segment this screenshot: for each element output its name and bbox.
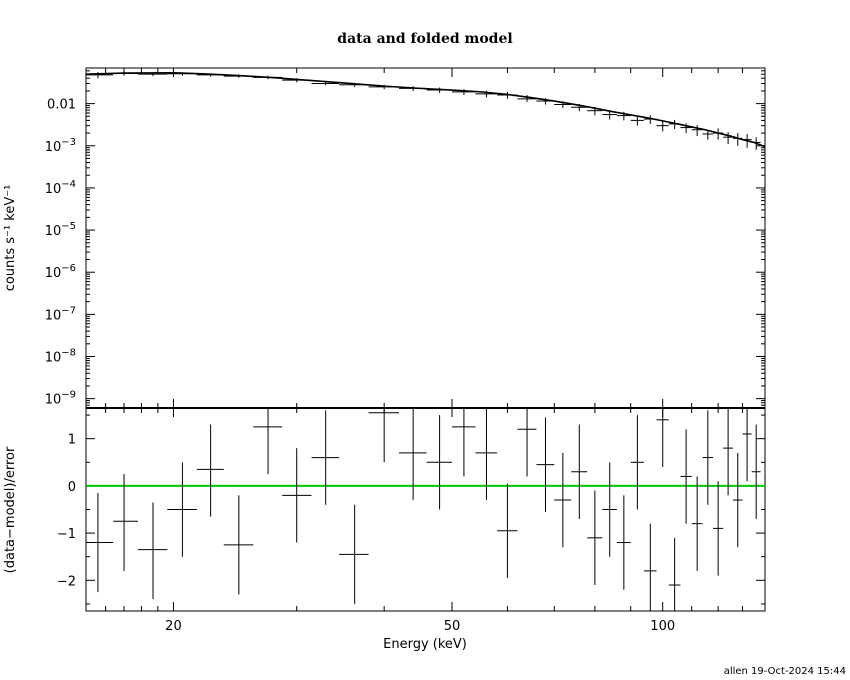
x-axis-label: Energy (keV) <box>383 637 467 652</box>
residuals-panel: −2 −1 0 1 20 50 100 <box>57 407 766 634</box>
residual-point <box>517 408 537 477</box>
residual-point <box>426 415 453 510</box>
residual-point <box>587 490 603 586</box>
spectrum-data-point <box>680 123 692 134</box>
residual-point <box>668 537 681 611</box>
x-tick-label: 20 <box>165 619 182 634</box>
spectrum-frame <box>85 67 766 409</box>
residual-point <box>138 502 168 600</box>
spectrum-data-point <box>702 129 714 140</box>
spectrum-data-point <box>452 89 476 96</box>
spectrum-data-point <box>167 72 197 76</box>
spectrum-data-point <box>113 71 139 76</box>
residual-point <box>282 448 312 543</box>
spectrum-data-point <box>668 119 681 129</box>
residual-point <box>368 408 399 463</box>
spectrum-data-point <box>751 137 761 150</box>
y-tick-label: 10−4 <box>45 179 76 197</box>
spectrum-data-point <box>691 125 703 137</box>
residual-point <box>656 408 669 468</box>
spectrum-data-point <box>554 101 572 109</box>
spectrum-data-point <box>426 87 453 93</box>
spectrum-data-point <box>339 82 369 87</box>
residual-point <box>554 452 572 548</box>
spectrum-data-point <box>732 133 743 146</box>
residual-point <box>223 495 254 595</box>
residual-point <box>602 462 617 557</box>
spectrum-data-point <box>138 72 168 77</box>
y-tick-label: 0.01 <box>47 98 76 113</box>
folded-model-curve <box>85 71 766 148</box>
spectrum-data-point <box>196 73 224 77</box>
residual-point <box>713 481 724 576</box>
residual-point <box>497 483 518 578</box>
y-tick-label: 10−5 <box>45 221 76 239</box>
residual-point <box>751 424 761 519</box>
residual-point <box>86 492 114 593</box>
residual-point <box>311 410 340 505</box>
spectrum-data-point <box>398 86 427 91</box>
residual-point <box>732 452 743 548</box>
residual-point <box>680 429 692 524</box>
y-tick-label: −2 <box>57 574 76 589</box>
spectrum-data-point <box>656 121 669 132</box>
spectrum-data-point <box>517 95 537 102</box>
spectrum-data-point <box>723 132 733 145</box>
residual-point <box>723 408 733 496</box>
x-tick-label: 100 <box>650 619 675 634</box>
spectrum-data-point <box>643 115 657 124</box>
y-tick-label: 10−9 <box>45 390 76 408</box>
residual-point <box>691 476 703 571</box>
y-tick-label: 10−8 <box>45 348 76 366</box>
residual-point <box>339 504 369 604</box>
spectrum-data-point <box>713 128 724 140</box>
residual-point <box>398 408 427 501</box>
spectrum-data-point <box>253 75 283 80</box>
spectrum-data-point <box>587 107 603 116</box>
residual-point <box>630 415 644 510</box>
y-tick-label: 10−3 <box>45 137 76 155</box>
bottom-y-axis-label: (data−model)/error <box>3 446 18 573</box>
top-y-axis-label: counts s⁻¹ keV⁻¹ <box>3 185 18 292</box>
residual-point <box>475 408 498 501</box>
residual-point <box>643 523 657 611</box>
spectrum-data-point <box>571 103 588 112</box>
residual-point <box>742 408 752 482</box>
y-tick-label: 10−7 <box>45 305 76 323</box>
y-tick-label: 0 <box>68 480 76 495</box>
chart-title: data and folded model <box>337 31 512 47</box>
spectrum-data-point <box>86 72 114 79</box>
residual-point <box>536 417 555 512</box>
spectrum-data-point <box>223 74 254 78</box>
spectrum-data-point <box>742 134 752 148</box>
residual-point <box>702 410 714 505</box>
residual-point <box>571 424 588 519</box>
spectrum-data-point <box>368 84 399 90</box>
residual-point <box>616 495 631 590</box>
spectrum-panel: 0.01 10−3 10−4 10−5 10−6 10−7 10−8 10−9 <box>45 67 766 409</box>
spectrum-data-point <box>536 98 555 105</box>
spectrum-data-point <box>630 116 644 126</box>
y-tick-label: 10−6 <box>45 263 76 281</box>
x-tick-label: 50 <box>444 619 461 634</box>
spectrum-data-point <box>602 110 617 120</box>
spectrum-data-point <box>282 78 312 83</box>
residual-point <box>452 408 476 477</box>
spectrum-data-point <box>616 111 631 121</box>
residual-point <box>113 474 139 571</box>
residual-point <box>196 424 224 517</box>
y-tick-label: −1 <box>57 527 76 542</box>
spectrum-data-point <box>311 81 340 86</box>
residual-point <box>253 408 283 475</box>
spectrum-data-point <box>497 91 518 99</box>
spectrum-data-point <box>475 90 498 98</box>
residual-point <box>167 462 197 557</box>
y-tick-label: 1 <box>68 433 76 448</box>
footer-stamp: allen 19-Oct-2024 15:44 <box>724 666 846 677</box>
